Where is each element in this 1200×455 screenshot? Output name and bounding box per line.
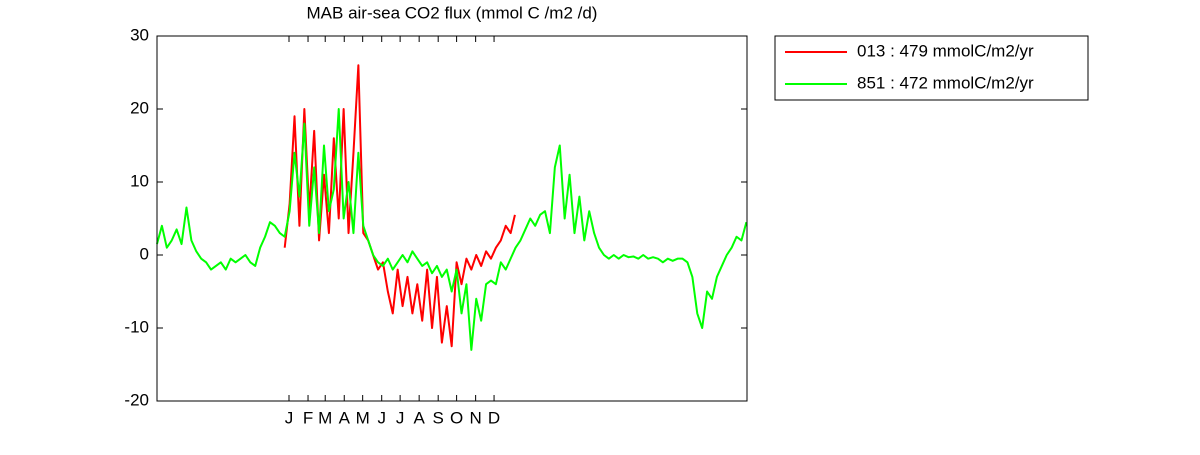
y-tick-label: -20 <box>124 390 149 409</box>
x-tick-label: J <box>396 408 405 427</box>
data-line <box>156 108 748 351</box>
y-tick-label: -10 <box>124 317 149 336</box>
y-tick-label: 30 <box>130 25 149 44</box>
chart-title: MAB air-sea CO2 flux (mmol C /m2 /d) <box>307 3 598 22</box>
x-tick-label: O <box>450 408 463 427</box>
legend-label: 851 : 472 mmolC/m2/yr <box>857 73 1034 92</box>
x-tick-label: S <box>433 408 444 427</box>
x-tick-label: J <box>285 408 294 427</box>
y-tick-label: 0 <box>140 244 149 263</box>
x-tick-label: A <box>413 408 425 427</box>
legend-label: 013 : 479 mmolC/m2/yr <box>857 41 1034 60</box>
x-tick-label: M <box>356 408 370 427</box>
x-tick-label: D <box>488 408 500 427</box>
x-tick-label: J <box>377 408 386 427</box>
data-line <box>283 64 516 348</box>
x-tick-label: A <box>339 408 351 427</box>
y-tick-label: 10 <box>130 171 149 190</box>
x-tick-label: N <box>469 408 481 427</box>
x-tick-label: F <box>303 408 313 427</box>
axes-box <box>156 35 748 402</box>
legend-box <box>774 35 1089 101</box>
x-tick-label: M <box>318 408 332 427</box>
y-tick-label: 20 <box>130 98 149 117</box>
